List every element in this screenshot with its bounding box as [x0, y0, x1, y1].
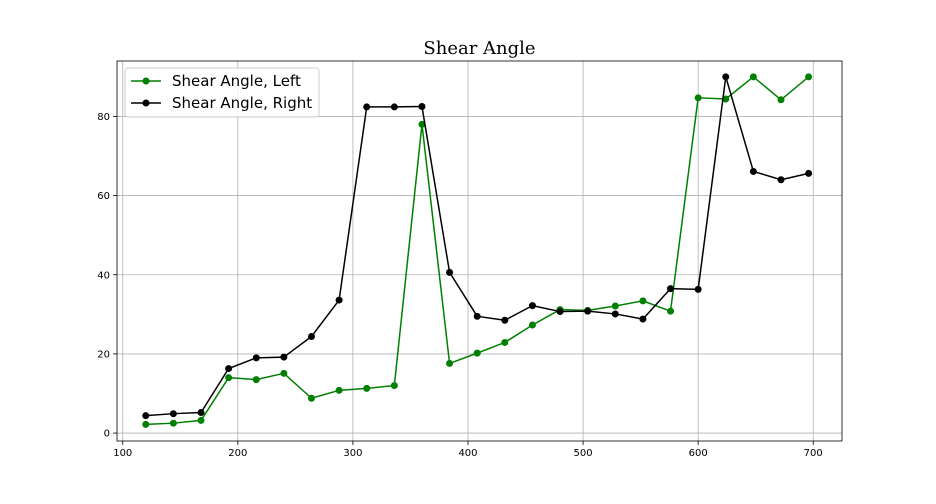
- y-tick-label: 60: [97, 191, 110, 202]
- data-point: [501, 338, 509, 346]
- data-point: [694, 285, 702, 293]
- axes-frame: [116, 60, 843, 442]
- data-point: [225, 374, 233, 382]
- data-point: [169, 419, 177, 427]
- data-point: [225, 365, 233, 373]
- data-point: [169, 410, 177, 418]
- series-line: [145, 76, 809, 417]
- data-point: [142, 420, 150, 428]
- y-tick-label: 20: [97, 349, 110, 360]
- data-point: [473, 312, 481, 320]
- legend-label: Shear Angle, Right: [172, 94, 312, 112]
- chart-title: Shear Angle: [423, 38, 535, 59]
- series-layer: [142, 73, 813, 428]
- data-point: [805, 73, 813, 81]
- data-point: [390, 382, 398, 390]
- x-tick-label: 600: [689, 448, 708, 459]
- data-point: [749, 167, 757, 175]
- x-tick-label: 100: [113, 448, 132, 459]
- legend-entry: Shear Angle, Left: [131, 72, 301, 90]
- y-tick-label: 0: [104, 429, 110, 440]
- data-point: [363, 384, 371, 392]
- series-left: [142, 73, 813, 428]
- grid-lines: [117, 61, 842, 441]
- x-tick-label: 300: [343, 448, 362, 459]
- series-right: [142, 73, 813, 420]
- data-point: [280, 353, 288, 361]
- data-point: [584, 307, 592, 315]
- y-tick-label: 80: [97, 112, 110, 123]
- legend-marker-swatch: [142, 99, 150, 107]
- data-point: [639, 315, 647, 323]
- legend: Shear Angle, Left Shear Angle, Right: [124, 67, 320, 118]
- data-point: [528, 321, 536, 329]
- data-point: [335, 296, 343, 304]
- data-point: [611, 302, 619, 310]
- data-point: [307, 333, 315, 340]
- data-point: [473, 349, 481, 357]
- data-point: [528, 302, 536, 310]
- data-point: [556, 308, 564, 316]
- data-point: [197, 409, 205, 416]
- data-point: [307, 394, 315, 402]
- legend-label: Shear Angle, Left: [172, 72, 301, 90]
- series-line: [145, 76, 810, 426]
- data-point: [722, 95, 730, 103]
- legend-box: [124, 67, 320, 118]
- data-point: [197, 416, 205, 424]
- data-point: [777, 176, 785, 184]
- data-point: [749, 73, 757, 81]
- data-point: [667, 285, 675, 293]
- data-point: [252, 376, 260, 384]
- data-point: [142, 412, 150, 420]
- data-point: [252, 354, 260, 362]
- data-point: [446, 359, 454, 367]
- data-point: [418, 120, 426, 128]
- ticks: 100 200 300 400 500 600 700 0 20 40 60 80: [97, 112, 823, 459]
- legend-entry: Shear Angle, Right: [131, 94, 312, 112]
- x-tick-label: 700: [804, 448, 823, 459]
- data-point: [363, 103, 371, 111]
- data-point: [805, 169, 813, 177]
- data-point: [722, 73, 730, 81]
- data-point: [390, 103, 398, 111]
- data-point: [501, 316, 509, 324]
- data-point: [667, 307, 675, 315]
- legend-marker-swatch: [142, 77, 150, 85]
- data-point: [694, 94, 702, 102]
- x-tick-label: 200: [228, 448, 247, 459]
- data-point: [335, 386, 343, 394]
- data-point: [639, 297, 647, 305]
- data-point: [418, 103, 426, 111]
- data-point: [611, 310, 619, 318]
- x-tick-label: 500: [574, 448, 593, 459]
- data-point: [777, 96, 785, 104]
- x-tick-label: 400: [458, 448, 477, 459]
- data-point: [280, 369, 288, 377]
- data-point: [446, 268, 454, 276]
- y-tick-label: 40: [97, 270, 110, 281]
